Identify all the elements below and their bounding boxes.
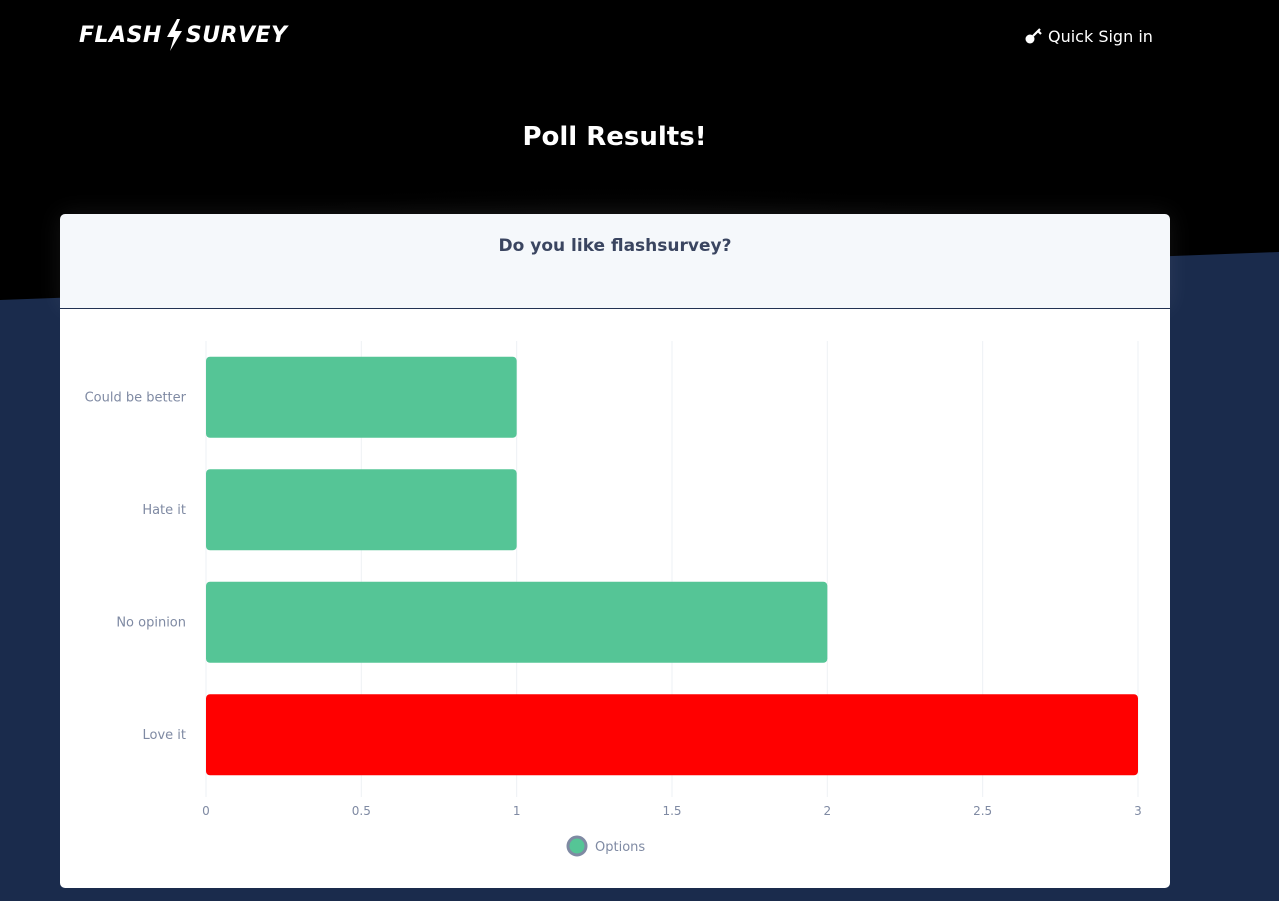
y-category-label: No opinion bbox=[116, 615, 186, 630]
quick-sign-in-label: Quick Sign in bbox=[1048, 26, 1153, 46]
y-category-label: Love it bbox=[142, 728, 186, 743]
legend-label: Options bbox=[595, 840, 645, 855]
top-navbar: FLASH SURVEY Quick Sign in bbox=[0, 0, 1279, 72]
bar-could-be-better bbox=[206, 356, 517, 438]
logo-text-left: FLASH bbox=[79, 22, 162, 48]
key-icon bbox=[1025, 28, 1042, 44]
x-tick-label: 1.5 bbox=[662, 804, 681, 818]
poll-results-chart: 0 0.5 1 1.5 2 2.5 3 Could be better Hate it No op… bbox=[85, 341, 1142, 857]
x-tick-label: 0.5 bbox=[352, 804, 371, 818]
flashsurvey-logo[interactable]: FLASH SURVEY bbox=[79, 18, 287, 52]
x-tick-label: 1 bbox=[513, 804, 521, 818]
poll-question-card: Do you like flashsurvey? bbox=[60, 214, 1170, 308]
y-category-label: Hate it bbox=[142, 503, 186, 518]
quick-sign-in-button[interactable]: Quick Sign in bbox=[1024, 24, 1153, 48]
legend-swatch bbox=[566, 835, 588, 857]
x-tick-label: 3 bbox=[1134, 804, 1142, 818]
poll-question: Do you like flashsurvey? bbox=[498, 236, 732, 256]
logo-text-right: SURVEY bbox=[185, 22, 288, 48]
x-tick-label: 2 bbox=[824, 804, 832, 818]
poll-results-chart-card: 0 0.5 1 1.5 2 2.5 3 Could be better Hate it No op… bbox=[60, 309, 1170, 888]
bar-love-it bbox=[206, 694, 1138, 776]
bar-no-opinion bbox=[206, 581, 828, 663]
y-category-label: Could be better bbox=[85, 390, 187, 405]
x-tick-label: 0 bbox=[202, 804, 210, 818]
lightning-bolt-icon bbox=[166, 19, 182, 51]
bar-hate-it bbox=[206, 469, 517, 551]
x-tick-label: 2.5 bbox=[973, 804, 992, 818]
page-title: Poll Results! bbox=[522, 122, 707, 152]
